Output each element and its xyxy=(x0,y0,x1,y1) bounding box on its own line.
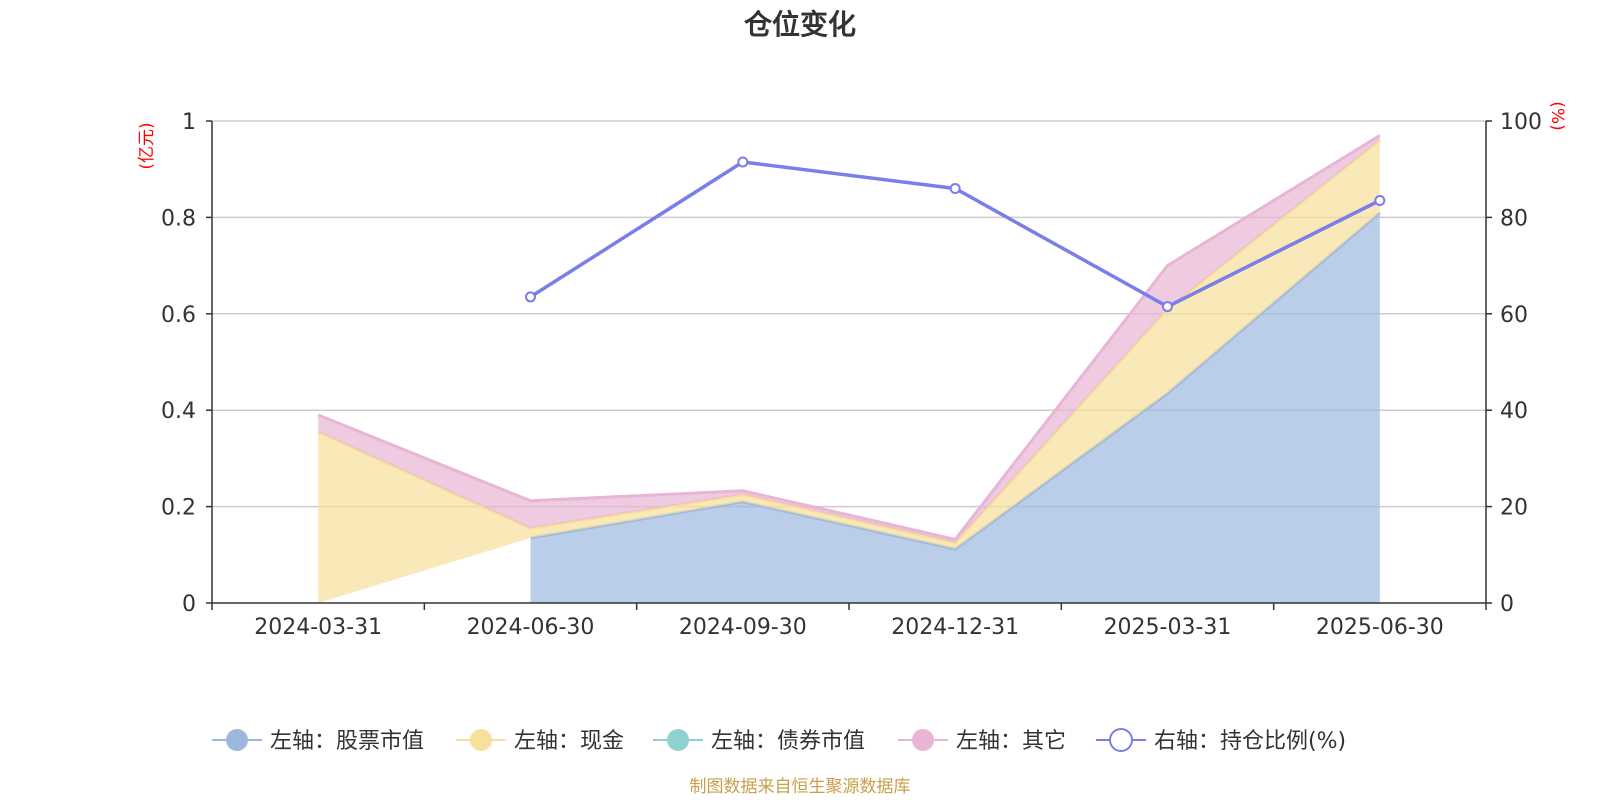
right-axis-tick-label: 0 xyxy=(1500,592,1514,617)
legend-item: 左轴：其它 xyxy=(898,729,1066,754)
ratio-point xyxy=(525,291,536,303)
left-axis-tick-label: 0.2 xyxy=(161,496,196,521)
x-axis-tick-label: 2024-06-30 xyxy=(467,615,595,640)
legend-label: 左轴：股票市值 xyxy=(270,729,424,754)
ratio-point xyxy=(949,182,961,194)
area-edge-其它 xyxy=(317,134,1381,542)
right-axis-unit: (%) xyxy=(1547,101,1567,130)
legend: 左轴：股票市值 左轴：现金 左轴：债券市值 左轴：其它 右轴：持仓比例(%) xyxy=(212,728,1346,754)
area-现金 xyxy=(318,140,1380,604)
legend-item: 左轴：现金 xyxy=(456,729,624,754)
legend-label: 右轴：持仓比例(%) xyxy=(1154,729,1346,754)
x-axis-tick-label: 2025-03-31 xyxy=(1104,615,1232,640)
legend-label: 左轴：债券市值 xyxy=(711,729,865,754)
x-axis-tick-label: 2024-03-31 xyxy=(254,615,382,640)
left-axis-tick-label: 0.8 xyxy=(161,206,196,231)
left-axis-tick-label: 0.4 xyxy=(161,399,196,424)
legend-item: 左轴：股票市值 xyxy=(212,729,424,754)
area-股票市值 xyxy=(530,212,1380,603)
left-axis-tick-label: 0 xyxy=(182,592,196,617)
legend-marker-icon xyxy=(912,729,934,751)
right-axis-tick-label: 20 xyxy=(1500,496,1528,521)
right-axis-tick-label: 40 xyxy=(1500,399,1528,424)
legend-marker-icon xyxy=(1109,728,1133,752)
left-axis-tick-label: 0.6 xyxy=(161,303,196,328)
ratio-point xyxy=(737,156,749,168)
x-axis-tick-label: 2024-09-30 xyxy=(679,615,807,640)
legend-item: 左轴：债券市值 xyxy=(653,729,865,754)
legend-marker-icon xyxy=(470,729,492,751)
legend-marker-icon xyxy=(667,729,689,751)
left-axis-tick-label: 1 xyxy=(182,110,196,135)
ratio-point xyxy=(1162,301,1173,313)
ratio-point xyxy=(1374,195,1386,207)
stacked-areas xyxy=(317,134,1381,604)
legend-label: 左轴：现金 xyxy=(514,729,624,754)
left-axis-unit: (亿元) xyxy=(137,122,157,169)
legend-item: 右轴：持仓比例(%) xyxy=(1096,728,1346,754)
x-axis-tick-label: 2024-12-31 xyxy=(891,615,1019,640)
data-source-note: 制图数据来自恒生聚源数据库 xyxy=(690,777,911,797)
legend-marker-icon xyxy=(226,729,248,751)
right-axis-tick-label: 100 xyxy=(1500,110,1542,135)
position-ratio-line xyxy=(525,156,1386,313)
right-axis-tick-label: 60 xyxy=(1500,303,1528,328)
right-axis-tick-label: 80 xyxy=(1500,206,1528,231)
axes: 0 0.2 0.4 0.6 0.8 1 0 20 40 60 80 100 2024-03-31 2024… xyxy=(161,110,1542,640)
chart-title: 仓位变化 xyxy=(744,8,856,41)
legend-label: 左轴：其它 xyxy=(956,729,1066,754)
x-axis-tick-label: 2025-06-30 xyxy=(1316,615,1444,640)
